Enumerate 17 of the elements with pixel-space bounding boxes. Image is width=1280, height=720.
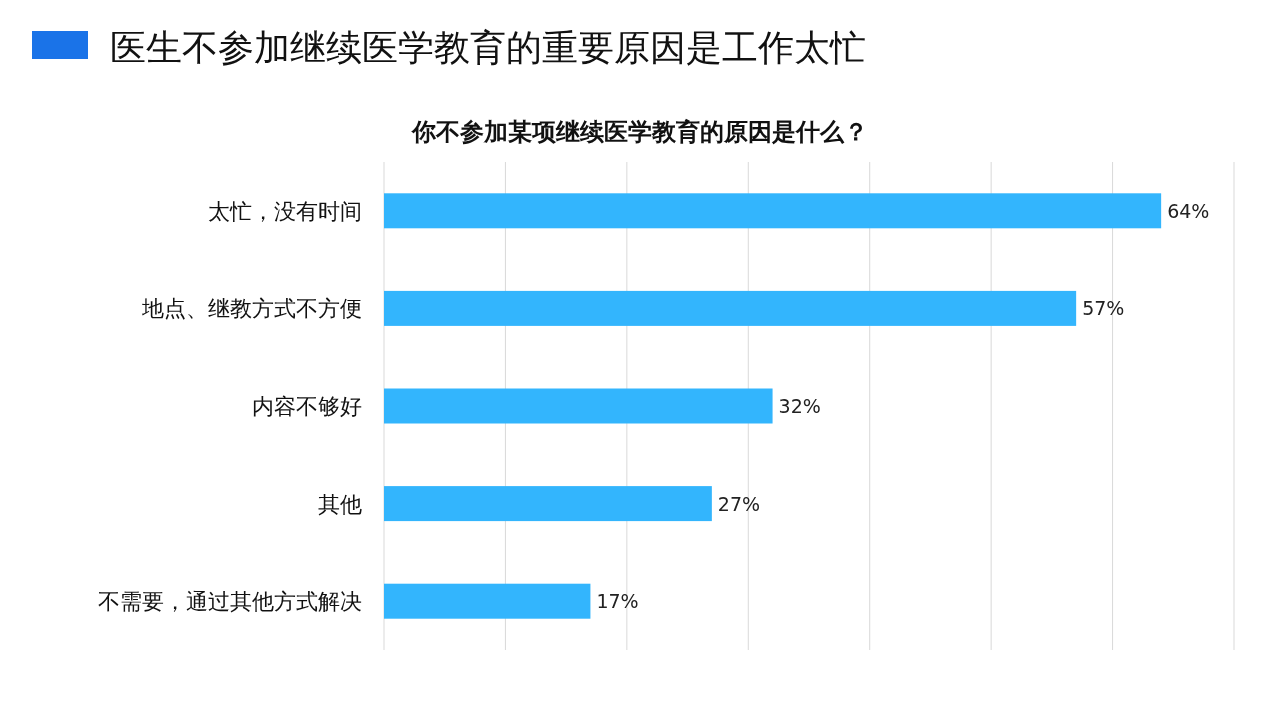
y-tick-label: 其他 <box>318 491 362 517</box>
data-label: 17% <box>596 590 639 613</box>
chart-title: 医生不参加继续医学教育的重要原因是工作太忙 <box>110 27 866 68</box>
bar <box>384 583 591 619</box>
bar <box>384 486 712 522</box>
data-label: 27% <box>717 492 761 515</box>
y-tick-label: 内容不够好 <box>252 394 362 419</box>
data-label: 64% <box>1167 199 1210 222</box>
bar <box>384 388 773 424</box>
chart-subtitle: 你不参加某项继续医学教育的原因是什么？ <box>411 118 868 146</box>
y-tick-label: 太忙，没有时间 <box>208 198 362 224</box>
y-tick-label: 地点、继教方式不方便 <box>141 296 362 322</box>
bar <box>384 290 1077 326</box>
data-label: 32% <box>778 395 821 417</box>
bar <box>384 193 1162 229</box>
y-tick-label: 不需要，通过其他方式解决 <box>98 589 362 615</box>
data-label: 57% <box>1082 297 1125 320</box>
